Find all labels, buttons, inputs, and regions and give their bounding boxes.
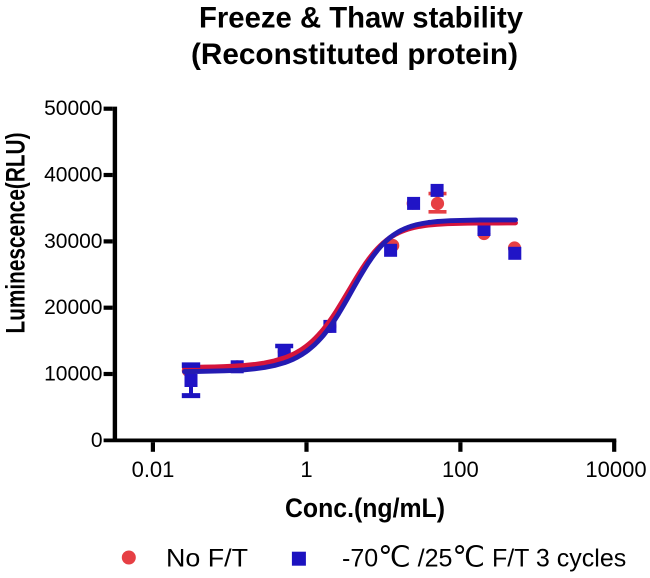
svg-text:-70℃ /25℃ F/T 3 cycles: -70℃ /25℃ F/T 3 cycles bbox=[342, 542, 626, 574]
svg-text:0: 0 bbox=[91, 429, 103, 452]
svg-text:Freeze & Thaw stability: Freeze & Thaw stability bbox=[199, 2, 523, 35]
svg-text:100: 100 bbox=[442, 457, 479, 482]
svg-text:10000: 10000 bbox=[44, 363, 102, 386]
svg-text:1: 1 bbox=[300, 457, 312, 482]
svg-text:30000: 30000 bbox=[44, 230, 102, 253]
svg-text:40000: 40000 bbox=[44, 164, 102, 187]
svg-text:20000: 20000 bbox=[44, 296, 102, 319]
svg-text:No F/T: No F/T bbox=[166, 545, 248, 573]
svg-text:Luminescence(RLU): Luminescence(RLU) bbox=[1, 133, 31, 334]
svg-text:(Reconstituted protein): (Reconstituted protein) bbox=[191, 38, 518, 71]
svg-text:10000: 10000 bbox=[585, 457, 646, 482]
svg-text:0.01: 0.01 bbox=[132, 457, 175, 482]
svg-text:Conc.(ng/mL): Conc.(ng/mL) bbox=[285, 493, 445, 523]
svg-text:50000: 50000 bbox=[44, 97, 102, 120]
